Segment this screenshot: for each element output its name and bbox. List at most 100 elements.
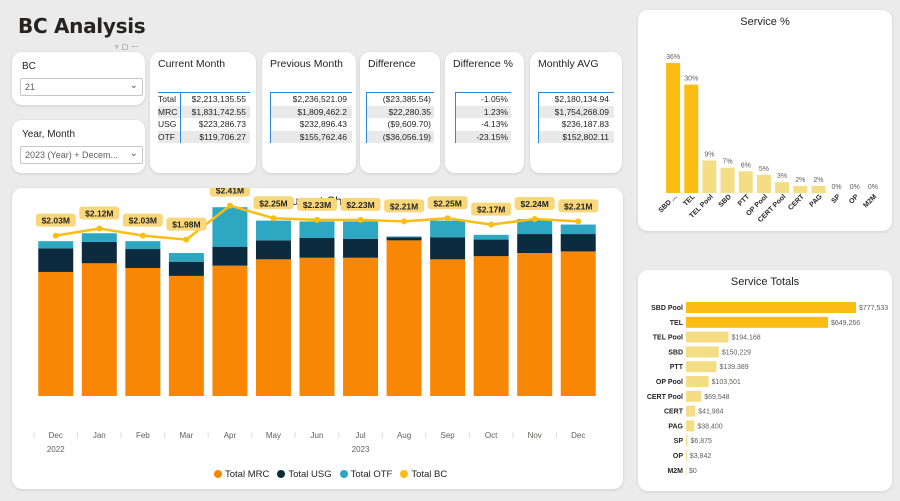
data-label: $2.41M — [216, 188, 244, 196]
table-row: $152,802.11 — [538, 130, 614, 143]
table-row: Total $2,213,135.55 — [158, 93, 246, 106]
table-row: $1,754,268.09 — [538, 105, 614, 118]
year-month-dropdown[interactable]: 2023 (Year) + Decem... ⌄ — [20, 146, 143, 164]
data-label-bg — [35, 213, 76, 227]
y-tick-label: TEL — [670, 320, 684, 327]
x-tick-label: Aug — [397, 431, 411, 440]
total-bc-point — [139, 232, 146, 239]
data-label: $2.17M — [477, 205, 505, 215]
y-tick-label: CERT Pool — [647, 394, 683, 401]
focus-icon[interactable]: ▢ — [121, 44, 132, 51]
x-tick-label: SBD — [718, 193, 733, 208]
bar-service-pct — [793, 185, 808, 193]
bar-total-otf — [386, 236, 422, 238]
more-icon[interactable]: ⋯ — [131, 44, 142, 51]
data-label-bg — [79, 206, 120, 220]
bc-dropdown[interactable]: 21 ⌄ — [20, 78, 143, 96]
legend-item-otf[interactable]: Total OTF — [339, 469, 392, 480]
bar-total-otf — [168, 253, 204, 262]
chart-legend: Total MRC Total USG Total OTF Total BC — [214, 469, 447, 480]
legend-dot — [214, 470, 222, 478]
legend-item-usg[interactable]: Total USG — [277, 469, 332, 480]
bar-service-pct — [756, 174, 771, 193]
total-bc-point — [96, 225, 103, 232]
data-label: $150,229 — [722, 349, 751, 356]
data-label: 5% — [759, 166, 769, 173]
total-bc-point — [444, 215, 451, 222]
bar-service-total — [686, 405, 696, 417]
page-title: BC Analysis — [18, 14, 146, 38]
data-label: $69,548 — [704, 394, 729, 401]
data-label: $777,533 — [859, 305, 888, 312]
previous-month-table: $2,236,521.09 $1,809,462.2 $232,896.43 $… — [270, 92, 352, 143]
bar-total-mrc — [81, 263, 117, 396]
difference-pct-title: Difference % — [453, 58, 513, 70]
legend-item-mrc[interactable]: Total MRC — [214, 469, 269, 480]
data-label: $2.21M — [390, 201, 418, 211]
bar-total-mrc — [560, 251, 596, 396]
data-label: $649,266 — [831, 320, 860, 327]
current-month-table: Total $2,213,135.55 MRC $1,831,742.55 USG $… — [158, 92, 250, 143]
bar-service-total — [686, 450, 687, 461]
y-tick-label: OP Pool — [656, 379, 683, 386]
year-month-slicer: Year, Month 2023 (Year) + Decem... ⌄ — [12, 120, 145, 173]
x-tick-label: TEL — [682, 193, 697, 208]
chevron-down-icon: ⌄ — [129, 148, 138, 159]
x-tick-label: SBD ... — [658, 193, 679, 214]
bar-total-mrc — [343, 257, 379, 396]
bar-total-usg — [81, 241, 117, 264]
legend-dot — [277, 470, 286, 478]
y-tick-label: CERT — [664, 409, 684, 416]
x-year-label: 2022 — [47, 445, 65, 454]
difference-table: ($23,385.54) $22,280.35 ($9,609.70) ($36… — [366, 92, 434, 143]
data-label: 0% — [832, 184, 842, 191]
data-label: $6,875 — [691, 438, 713, 445]
total-bc-point — [183, 236, 190, 243]
bar-total-usg — [473, 239, 509, 257]
x-tick-label: Jun — [311, 431, 324, 440]
filter-icon[interactable]: ▿ — [115, 44, 122, 51]
y-tick-label: SP — [674, 438, 684, 445]
bar-total-mrc — [255, 259, 291, 396]
bar-service-pct — [684, 84, 699, 193]
service-pct-card: Service % 36% SBD ... 30% TEL 9% TEL Pool 7% SB… — [638, 10, 892, 231]
data-label-bg — [384, 199, 425, 213]
visual-header: ▿▢⋯ — [115, 43, 141, 51]
bar-total-usg — [168, 261, 204, 276]
bar-total-otf — [560, 224, 596, 235]
bar-total-otf — [299, 221, 335, 238]
table-row: -1.05% — [455, 93, 511, 106]
x-tick-label: Dec — [49, 431, 63, 440]
table-row: USG $223,286.73 — [158, 118, 246, 131]
difference-pct-table: -1.05% 1.23% -4.13% -23.15% — [455, 92, 511, 143]
bar-total-usg — [517, 234, 553, 254]
legend-item-bc[interactable]: Total BC — [400, 469, 447, 480]
bar-service-pct — [702, 160, 717, 193]
x-tick-label: M2M — [862, 193, 878, 209]
bar-service-pct — [720, 167, 735, 193]
bar-total-usg — [343, 238, 379, 258]
data-label: $2.03M — [42, 216, 70, 226]
bar-total-usg — [38, 248, 74, 272]
total-bc-point — [401, 218, 408, 225]
bar-service-total — [686, 346, 719, 358]
table-row: -23.15% — [455, 130, 511, 143]
table-row: $22,280.35 — [366, 105, 434, 118]
bar-total-mrc — [517, 253, 553, 396]
data-label-bg — [514, 197, 555, 211]
bar-total-otf — [343, 221, 379, 239]
data-label: $194,168 — [731, 335, 760, 342]
bar-total-mrc — [386, 240, 422, 396]
x-tick-label: Dec — [571, 431, 585, 440]
data-label-bg — [471, 202, 512, 216]
bar-service-total — [686, 316, 828, 328]
y-tick-label: SBD Pool — [651, 305, 683, 312]
bar-service-total — [686, 390, 702, 402]
y-tick-label: PTT — [670, 364, 684, 371]
data-label: $2.24M — [521, 199, 549, 209]
table-row: -4.13% — [455, 118, 511, 131]
year-month-dropdown-value: 2023 (Year) + Decem... — [25, 150, 118, 160]
x-tick-label: OP — [848, 193, 860, 205]
data-label: $3,842 — [690, 453, 712, 460]
